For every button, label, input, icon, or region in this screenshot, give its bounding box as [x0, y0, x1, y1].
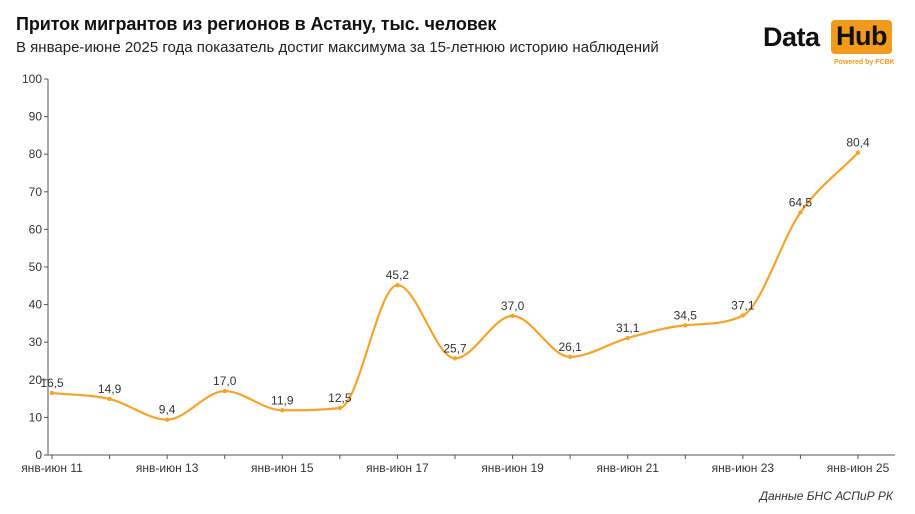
data-point: [280, 408, 285, 413]
y-tick-label: 30: [29, 335, 43, 349]
data-label: 9,4: [159, 403, 176, 417]
chart-title: Приток мигрантов из регионов в Астану, т…: [16, 14, 497, 34]
data-label: 11,9: [271, 393, 294, 407]
x-tick-label: янв-июн 21: [596, 461, 659, 475]
y-tick-label: 80: [29, 147, 43, 161]
chart-subtitle: В январе-июне 2025 года показатель дости…: [16, 39, 659, 56]
x-tick-label: янв-июн 15: [251, 461, 314, 475]
y-tick-label: 0: [35, 448, 42, 462]
data-label: 34,5: [674, 308, 698, 322]
data-label: 17,0: [213, 374, 237, 388]
data-label: 80,4: [846, 136, 870, 150]
data-label: 16,5: [40, 376, 64, 390]
series-line: [51, 151, 859, 421]
logo-tagline: Powered by FCBK: [834, 59, 895, 66]
data-label: 26,1: [558, 340, 582, 354]
x-tick-label: янв-июн 19: [481, 461, 544, 475]
data-point: [855, 150, 861, 155]
data-point: [452, 356, 458, 361]
x-tick-label: янв-июн 11: [21, 461, 83, 475]
data-point: [625, 335, 630, 341]
x-tick-label: янв-июн 25: [827, 461, 890, 475]
data-point: [222, 388, 227, 394]
y-tick-label: 70: [29, 185, 43, 199]
data-point: [798, 210, 803, 215]
data-point: [164, 417, 170, 422]
y-tick-label: 40: [29, 298, 43, 312]
datahub-logo: Data Hub Powered by FCBK: [763, 20, 903, 72]
data-point: [107, 396, 112, 402]
data-label: 14,9: [98, 382, 122, 396]
x-tick-label: янв-июн 13: [136, 461, 199, 475]
y-tick-label: 10: [29, 410, 43, 424]
data-point: [337, 405, 343, 411]
x-tick-label: янв-июн 17: [366, 461, 429, 475]
y-tick-label: 50: [29, 260, 43, 274]
y-tick-label: 60: [29, 222, 43, 236]
data-point: [740, 313, 746, 318]
source-note: Данные БНС АСПиР РК: [759, 489, 893, 503]
logo-word-hub: Hub: [831, 20, 892, 54]
y-tick-label: 90: [29, 110, 43, 124]
x-tick-label: янв-июн 23: [712, 461, 775, 475]
data-point: [49, 390, 55, 396]
y-tick-label: 100: [22, 72, 42, 86]
data-label: 37,0: [501, 299, 525, 313]
data-label: 25,7: [443, 341, 467, 355]
data-label: 37,1: [731, 299, 755, 313]
data-label: 12,5: [328, 391, 352, 405]
data-point: [510, 313, 515, 319]
data-point: [683, 323, 688, 328]
y-tick-label: 20: [29, 373, 43, 387]
data-point: [395, 282, 400, 288]
data-label: 64,5: [789, 195, 813, 209]
logo-word-data: Data: [763, 22, 820, 52]
data-point: [567, 354, 573, 360]
data-label: 45,2: [386, 268, 410, 282]
data-label: 31,1: [616, 321, 640, 335]
